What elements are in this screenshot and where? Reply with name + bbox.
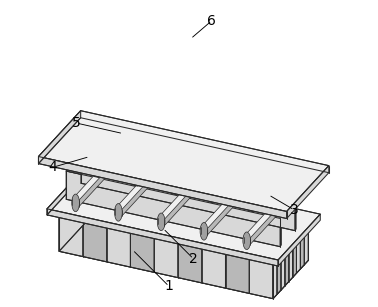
- Ellipse shape: [239, 191, 263, 203]
- Polygon shape: [115, 160, 167, 210]
- Polygon shape: [293, 235, 296, 278]
- Polygon shape: [47, 163, 320, 260]
- Polygon shape: [59, 175, 94, 251]
- Ellipse shape: [200, 182, 225, 194]
- Polygon shape: [289, 239, 293, 282]
- Polygon shape: [301, 226, 304, 269]
- Polygon shape: [94, 175, 308, 260]
- Polygon shape: [72, 150, 124, 200]
- Ellipse shape: [238, 192, 262, 204]
- Polygon shape: [66, 171, 280, 247]
- Ellipse shape: [160, 155, 167, 172]
- Text: 5: 5: [71, 116, 80, 130]
- Polygon shape: [39, 157, 287, 219]
- Ellipse shape: [115, 204, 122, 221]
- Ellipse shape: [99, 141, 124, 153]
- Polygon shape: [107, 223, 130, 267]
- Polygon shape: [39, 111, 329, 212]
- Polygon shape: [59, 213, 308, 299]
- Text: 6: 6: [208, 14, 216, 28]
- Ellipse shape: [157, 213, 165, 231]
- Ellipse shape: [161, 175, 185, 187]
- Polygon shape: [287, 166, 329, 219]
- Polygon shape: [81, 154, 296, 202]
- Ellipse shape: [199, 183, 224, 195]
- Polygon shape: [277, 252, 281, 294]
- Polygon shape: [202, 245, 226, 288]
- Polygon shape: [243, 194, 295, 245]
- Polygon shape: [263, 181, 268, 196]
- Ellipse shape: [253, 176, 277, 188]
- Ellipse shape: [215, 166, 239, 178]
- Ellipse shape: [99, 142, 123, 154]
- Polygon shape: [171, 181, 176, 195]
- Polygon shape: [72, 157, 124, 207]
- Polygon shape: [47, 209, 278, 266]
- Ellipse shape: [137, 150, 162, 162]
- Text: 4: 4: [49, 160, 57, 174]
- Polygon shape: [249, 255, 273, 299]
- Polygon shape: [83, 218, 107, 262]
- Polygon shape: [278, 214, 320, 266]
- Polygon shape: [81, 155, 295, 231]
- Polygon shape: [210, 189, 215, 203]
- Ellipse shape: [202, 164, 210, 182]
- Polygon shape: [186, 164, 191, 179]
- Polygon shape: [273, 222, 308, 299]
- Polygon shape: [130, 229, 154, 272]
- Polygon shape: [243, 188, 295, 238]
- Polygon shape: [178, 239, 202, 283]
- Ellipse shape: [122, 166, 147, 178]
- Polygon shape: [59, 213, 83, 257]
- Polygon shape: [285, 243, 289, 286]
- Polygon shape: [115, 166, 167, 216]
- Polygon shape: [273, 256, 277, 299]
- Ellipse shape: [138, 149, 162, 161]
- Polygon shape: [94, 163, 99, 177]
- Text: 1: 1: [165, 279, 174, 293]
- Ellipse shape: [176, 157, 201, 169]
- Polygon shape: [66, 170, 281, 218]
- Polygon shape: [67, 170, 281, 245]
- Polygon shape: [158, 176, 209, 226]
- Polygon shape: [158, 169, 209, 219]
- Ellipse shape: [117, 145, 124, 163]
- Polygon shape: [201, 178, 252, 229]
- Polygon shape: [147, 156, 153, 170]
- Polygon shape: [47, 163, 89, 215]
- Ellipse shape: [123, 165, 147, 177]
- Ellipse shape: [214, 167, 239, 179]
- Polygon shape: [133, 172, 138, 186]
- Polygon shape: [154, 234, 178, 278]
- Ellipse shape: [200, 223, 208, 240]
- Polygon shape: [201, 185, 252, 235]
- Polygon shape: [248, 197, 253, 212]
- Polygon shape: [296, 231, 301, 273]
- Ellipse shape: [72, 194, 79, 212]
- Ellipse shape: [84, 157, 109, 169]
- Ellipse shape: [253, 175, 278, 187]
- Polygon shape: [304, 222, 308, 265]
- Ellipse shape: [245, 174, 253, 191]
- Polygon shape: [39, 111, 81, 164]
- Text: 3: 3: [290, 203, 299, 217]
- Ellipse shape: [84, 157, 108, 169]
- Text: 2: 2: [189, 252, 198, 266]
- Polygon shape: [82, 154, 296, 229]
- Ellipse shape: [243, 232, 251, 250]
- Polygon shape: [109, 147, 114, 161]
- Ellipse shape: [161, 174, 186, 186]
- Polygon shape: [281, 248, 285, 290]
- Polygon shape: [225, 173, 229, 187]
- Ellipse shape: [176, 158, 200, 170]
- Ellipse shape: [288, 183, 296, 201]
- Polygon shape: [226, 250, 249, 293]
